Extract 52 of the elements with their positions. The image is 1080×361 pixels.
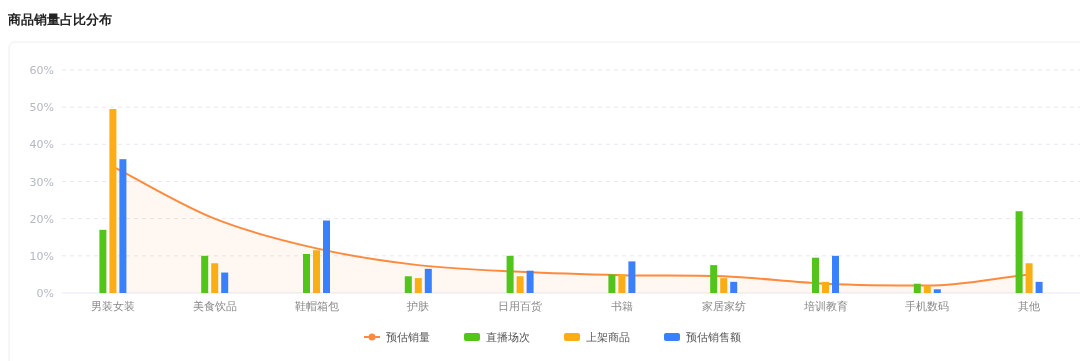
- x-tick-label: 护肤: [406, 300, 430, 313]
- bar: [710, 265, 718, 293]
- x-tick-label: 书籍: [610, 300, 633, 313]
- bar: [628, 261, 636, 293]
- x-tick-label: 家居家纺: [701, 300, 746, 313]
- legend-label: 预估销售额: [686, 331, 741, 344]
- y-tick-label: 0%: [36, 287, 54, 300]
- y-tick-label: 10%: [29, 249, 54, 263]
- bar: [303, 253, 310, 293]
- bar: [720, 278, 728, 293]
- bar: [1025, 263, 1033, 293]
- bar: [424, 268, 432, 293]
- legend-label: 直播场次: [486, 331, 530, 344]
- bar: [913, 283, 921, 293]
- chart-title: 商品销量占比分布: [7, 12, 112, 27]
- bar: [211, 263, 219, 293]
- y-tick-label: 60%: [29, 64, 54, 77]
- bar: [221, 272, 229, 293]
- bar: [323, 220, 330, 293]
- y-tick-label: 50%: [29, 101, 54, 115]
- bar: [313, 250, 320, 293]
- bar: [923, 285, 931, 293]
- bar: [506, 255, 514, 293]
- x-tick-label: 日用百货: [498, 300, 543, 313]
- x-tick-label: 男装女装: [90, 300, 135, 313]
- bar: [608, 274, 616, 293]
- bar: [1015, 211, 1023, 293]
- x-tick-label: 其他: [1018, 300, 1041, 313]
- x-tick-label: 手机数码: [905, 300, 950, 313]
- bar: [822, 281, 829, 293]
- y-tick-label: 30%: [29, 175, 54, 189]
- bar: [1035, 281, 1043, 293]
- legend-label: 上架商品: [586, 331, 630, 344]
- legend-label: 预估销量: [386, 331, 430, 344]
- x-tick-label: 美食饮品: [192, 300, 237, 313]
- bar: [119, 159, 127, 293]
- bar: [730, 281, 738, 293]
- bar: [109, 109, 117, 293]
- bar: [933, 289, 941, 293]
- bar: [812, 257, 819, 293]
- bar: [618, 274, 626, 293]
- bar: [414, 278, 422, 293]
- bar: [516, 276, 524, 293]
- bar: [201, 255, 209, 293]
- bar: [832, 255, 839, 293]
- bar: [526, 270, 534, 293]
- x-tick-label: 鞋帽箱包: [294, 300, 339, 313]
- bar: [99, 229, 107, 293]
- bar: [404, 276, 412, 293]
- y-tick-label: 20%: [29, 212, 54, 226]
- x-tick-label: 培训教育: [802, 300, 848, 313]
- y-tick-label: 40%: [29, 138, 54, 152]
